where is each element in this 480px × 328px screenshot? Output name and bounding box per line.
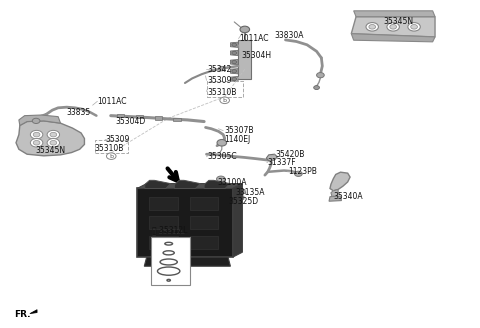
Polygon shape (174, 180, 200, 189)
Polygon shape (330, 172, 350, 191)
Text: 1140EJ: 1140EJ (225, 135, 251, 144)
Polygon shape (354, 11, 435, 17)
Text: 33830A: 33830A (275, 31, 304, 40)
Text: 35310B: 35310B (207, 88, 237, 97)
Text: b: b (109, 154, 113, 159)
Circle shape (240, 26, 250, 33)
Polygon shape (30, 310, 37, 314)
Circle shape (317, 72, 324, 78)
Circle shape (216, 176, 225, 182)
Circle shape (50, 140, 57, 145)
Polygon shape (204, 180, 230, 189)
Text: b: b (223, 98, 227, 103)
Text: 1011AC: 1011AC (239, 34, 268, 43)
Text: 35345N: 35345N (384, 17, 414, 27)
Circle shape (232, 43, 237, 47)
Circle shape (217, 139, 227, 146)
Bar (149, 197, 178, 210)
Text: Ⓐ 35312L: Ⓐ 35312L (152, 225, 187, 235)
Bar (190, 236, 218, 249)
Polygon shape (19, 115, 60, 125)
Text: 35345N: 35345N (35, 146, 65, 155)
Bar (207, 81, 243, 97)
Bar (190, 197, 218, 210)
Text: 35304H: 35304H (241, 51, 271, 60)
Text: 35307B: 35307B (225, 126, 254, 135)
Circle shape (30, 138, 43, 147)
Text: 35304D: 35304D (116, 117, 146, 126)
Text: 31337F: 31337F (268, 158, 296, 167)
Bar (149, 236, 178, 249)
Polygon shape (16, 121, 84, 156)
Text: FR.: FR. (14, 310, 31, 319)
Polygon shape (351, 17, 435, 37)
Polygon shape (144, 257, 230, 266)
Text: 35309: 35309 (105, 135, 130, 144)
Bar (190, 216, 218, 229)
Polygon shape (230, 42, 238, 48)
Polygon shape (238, 40, 252, 79)
Polygon shape (266, 154, 277, 161)
Text: 35342: 35342 (207, 65, 232, 74)
Circle shape (47, 130, 60, 139)
Polygon shape (351, 34, 435, 42)
Bar (95, 140, 128, 153)
Polygon shape (173, 118, 180, 121)
Polygon shape (155, 116, 162, 120)
Text: 35420B: 35420B (276, 150, 305, 159)
Bar (149, 216, 178, 229)
Circle shape (232, 77, 237, 81)
Text: 1123PB: 1123PB (288, 167, 317, 176)
Circle shape (50, 132, 57, 137)
Circle shape (411, 25, 418, 29)
Circle shape (107, 153, 116, 159)
Polygon shape (329, 196, 341, 201)
Bar (152, 236, 190, 285)
Circle shape (30, 130, 43, 139)
Text: 33100A: 33100A (217, 178, 247, 187)
Circle shape (232, 51, 237, 54)
Circle shape (232, 60, 237, 64)
Circle shape (369, 25, 375, 29)
Polygon shape (228, 196, 244, 200)
Polygon shape (230, 76, 238, 82)
Text: 35309: 35309 (207, 76, 232, 85)
Polygon shape (230, 69, 238, 74)
Text: 35325D: 35325D (228, 197, 259, 206)
Circle shape (295, 171, 302, 176)
Polygon shape (136, 115, 144, 118)
Circle shape (232, 70, 237, 73)
Text: 35340A: 35340A (333, 192, 363, 200)
Circle shape (366, 23, 378, 31)
Circle shape (33, 132, 40, 137)
Polygon shape (230, 59, 238, 65)
Circle shape (218, 66, 225, 71)
Text: 1011AC: 1011AC (97, 97, 127, 106)
Circle shape (47, 138, 60, 147)
Text: 33135A: 33135A (235, 188, 264, 197)
Polygon shape (137, 184, 242, 189)
Circle shape (314, 86, 320, 90)
Circle shape (408, 23, 420, 31)
Polygon shape (331, 190, 338, 197)
Text: 33835: 33835 (67, 108, 91, 117)
Polygon shape (117, 114, 124, 117)
Circle shape (220, 97, 229, 104)
Text: Ⓐ 35312L: Ⓐ 35312L (153, 228, 185, 235)
Polygon shape (233, 184, 242, 257)
Circle shape (387, 23, 399, 31)
Text: 35305C: 35305C (207, 152, 237, 161)
Circle shape (33, 140, 40, 145)
Circle shape (32, 118, 40, 124)
Polygon shape (230, 50, 238, 55)
Text: 35310B: 35310B (95, 144, 124, 153)
Circle shape (390, 25, 396, 29)
Polygon shape (228, 190, 246, 194)
Polygon shape (145, 180, 170, 189)
Polygon shape (137, 189, 233, 257)
